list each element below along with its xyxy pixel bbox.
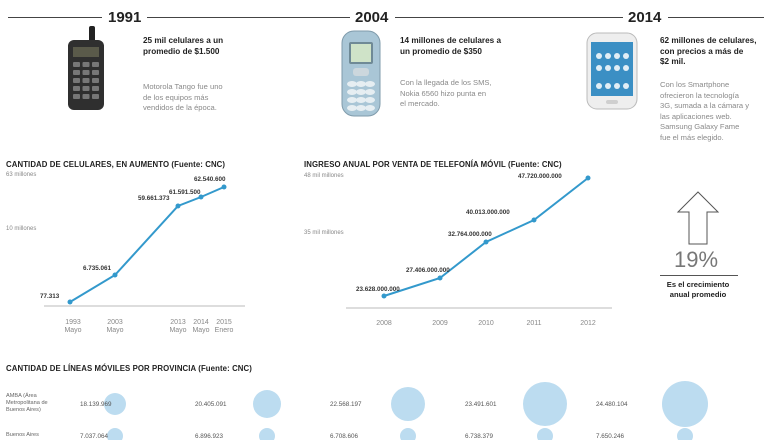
y-tick-label: 63 millones [6,172,36,178]
province-bubble [259,428,275,440]
x-tick-label: 2013 [170,319,186,326]
data-point [585,175,591,181]
province-value: 7.650.246 [596,433,625,440]
province-value: 7.037.064 [80,433,109,440]
era-1991-headline: 25 mil celulares a un promedio de $1.500 [143,36,224,56]
province-value: 20.405.091 [195,401,227,408]
province-bubble [400,428,416,440]
data-point [67,299,73,305]
year-2004: 2004 [355,9,389,26]
era-2004-description: Con la llegada de los SMS, Nokia 6560 hi… [400,78,492,108]
data-point [381,293,387,299]
x-tick-label: 2008 [376,320,392,327]
data-point [112,272,118,278]
divider [660,275,738,276]
data-label: 47.720.000.000 [518,173,562,180]
data-label: 59.661.373 [138,195,170,202]
y-tick-label: 48 mil millones [304,173,344,179]
x-tick-label: 2011 [526,320,541,327]
timeline-line [147,17,350,18]
province-bubble [677,428,693,440]
province-bubble [662,381,708,427]
era-2014-description: Con los Smartphone ofrecieron la tecnolo… [660,80,750,142]
arrow-up-icon [676,191,720,245]
y-tick-label: 35 mil millones [304,230,344,236]
y-tick-label: 10 millones [6,226,36,232]
year-1991: 1991 [108,9,142,26]
province-name: AMBA (Área Metropolitana de Buenos Aires… [6,393,48,413]
province-value: 22.568.197 [330,401,362,408]
era-1991-description: Motorola Tango fue uno de los equipos má… [143,82,223,112]
province-value: 6.738.379 [465,433,494,440]
x-tick-label: 2010 [478,320,494,327]
x-tick-label: 2014 [193,319,209,326]
chart-2-revenue: 48 mil millones 35 mil millones 23.628.000… [304,173,612,327]
data-label: 32.764.000.000 [448,231,492,238]
x-tick-sublabel: Mayo [106,327,123,334]
series-line [69,186,225,303]
growth-percentage: 19% [673,247,719,272]
data-point [175,203,181,209]
data-point [221,184,227,190]
x-tick-label: 1993 [65,319,81,326]
motorola-phone-image [68,26,104,110]
province-name: Buenos Aires [6,432,39,438]
era-2014-headline: 62 millones de celulares, con precios a … [660,36,757,66]
data-label: 61.591.500 [169,189,201,196]
province-value: 18.139.969 [80,401,112,408]
chart-2-title: INGRESO ANUAL POR VENTA DE TELEFONÍA MÓV… [304,160,562,169]
timeline-line [668,17,764,18]
province-bubble [537,428,553,440]
x-tick-sublabel: Mayo [192,327,209,334]
data-label: 62.540.600 [194,176,226,183]
province-value: 6.896.923 [195,433,224,440]
timeline-line [395,17,623,18]
samsung-phone-image [586,32,638,110]
province-bubble [523,382,567,426]
data-label: 23.628.000.000 [356,286,400,293]
data-point [198,194,204,200]
province-bubble [391,387,425,421]
timeline-line [8,17,102,18]
year-2014: 2014 [628,9,662,26]
x-tick-label: 2015 [216,319,232,326]
data-point [437,275,443,281]
province-value: 23.491.601 [465,401,497,408]
x-tick-sublabel: Mayo [169,327,186,334]
era-2004-headline: 14 millones de celulares a un promedio d… [400,36,502,56]
x-tick-label: 2003 [107,319,123,326]
province-bubble [107,428,123,440]
chart-1-title: CANTIDAD DE CELULARES, EN AUMENTO (Fuent… [6,160,226,169]
data-label: 6.735.061 [83,265,112,272]
nokia-phone-image [341,30,381,117]
chart-1-cellphones: 63 millones 10 millones 77.313 6.735.061 59.… [6,172,245,334]
growth-caption: Es el crecimiento anual promedio [666,280,730,299]
data-label: 77.313 [40,293,60,300]
province-value: 24.480.104 [596,401,628,408]
province-bubble [253,390,281,418]
x-tick-label: 2012 [580,320,596,327]
data-point [483,239,489,245]
x-tick-label: 2009 [432,320,448,327]
province-bubble [104,393,126,415]
x-tick-sublabel: Enero [215,327,234,334]
data-label: 40.013.000.000 [466,209,510,216]
data-point [531,217,537,223]
data-label: 27.406.000.000 [406,267,450,274]
x-tick-sublabel: Mayo [64,327,81,334]
province-value: 6.708.606 [330,433,359,440]
provinces-title: CANTIDAD DE LÍNEAS MÓVILES POR PROVINCIA… [6,364,252,373]
